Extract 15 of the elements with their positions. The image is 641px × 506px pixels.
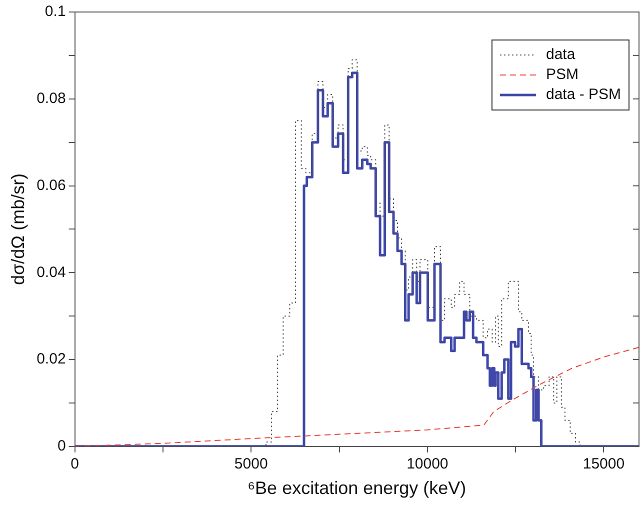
- legend-label: data: [546, 46, 576, 64]
- x-tick-label: 5000: [234, 456, 268, 473]
- y-tick-label: 0.04: [36, 264, 66, 281]
- x-tick-label: 15000: [582, 456, 625, 473]
- y-axis-title: dσ/dΩ (mb/sr): [8, 173, 28, 285]
- legend-label: data - PSM: [546, 86, 621, 104]
- x-tick-label: 10000: [406, 456, 448, 473]
- y-tick-label: 0: [57, 438, 66, 455]
- x-axis-title: ⁶Be excitation energy (keV): [248, 478, 466, 498]
- y-tick-label: 0.08: [36, 90, 66, 108]
- y-tick-label: 0.06: [36, 176, 66, 194]
- x-tick-label: 0: [70, 456, 79, 473]
- y-tick-label: 0.1: [44, 3, 66, 20]
- legend-label: PSM: [546, 66, 578, 84]
- y-tick-label: 0.02: [36, 350, 66, 368]
